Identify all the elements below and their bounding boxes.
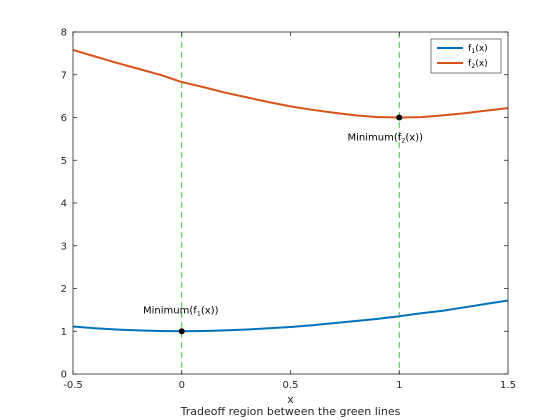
legend-label-0-rest: (x) (475, 44, 487, 54)
legend-box (430, 38, 502, 74)
minimum-point-0 (178, 328, 185, 335)
x-tick-label-1: 0 (179, 380, 185, 391)
legend-label-1-subscript: 2 (471, 62, 475, 70)
annotations-layer: Minimum(f1(x))Minimum(f2(x)) (143, 133, 423, 318)
y-tick-label-7: 7 (61, 70, 67, 81)
legend-label-1: f2(x) (468, 59, 488, 70)
annotation-minimum-f2: Minimum(f2(x)) (347, 133, 423, 145)
y-tick-label-2: 2 (61, 284, 67, 295)
annotation-minimum-f1-subscript: 1 (197, 309, 201, 317)
y-tick-label-8: 8 (61, 28, 67, 39)
x-tick-label-4: 1.5 (500, 380, 516, 391)
legend-label-1-base: f (468, 59, 472, 69)
series-line-f2x (72, 48, 509, 119)
x-axis-label: x (287, 393, 294, 406)
series-layer (72, 48, 509, 333)
legend-label-0: f1(x) (468, 44, 488, 55)
annotation-minimum-f1-rest: (x)) (201, 305, 219, 316)
minimum-point-1 (396, 114, 403, 121)
x-axis-secondary-label: Tradeoff region between the green lines (180, 405, 401, 418)
legend-label-0-subscript: 1 (471, 47, 475, 55)
series-line-f1x (72, 299, 509, 333)
annotation-minimum-f2-subscript: 2 (401, 137, 405, 145)
points-layer (178, 114, 403, 335)
x-tick-label-2: 0.5 (283, 380, 299, 391)
x-axis: -0.5 0 0.5 1 1.5 (63, 32, 516, 391)
annotation-minimum-f2-rest: (x)) (405, 133, 423, 144)
y-tick-label-3: 3 (61, 241, 67, 252)
y-axis: 0 1 2 3 4 5 6 7 8 (61, 28, 508, 381)
legend-label-0-base: f (468, 44, 472, 54)
x-tick-label-3: 1 (396, 380, 402, 391)
annotation-minimum-f1: Minimum(f1(x)) (143, 305, 219, 317)
annotation-minimum-f1-base: Minimum(f (143, 305, 197, 316)
annotation-minimum-f2-base: Minimum(f (347, 133, 401, 144)
y-tick-label-0: 0 (61, 370, 67, 381)
legend: f1(x)f2(x) (430, 38, 502, 74)
y-tick-label-6: 6 (61, 113, 67, 124)
y-tick-label-5: 5 (61, 156, 67, 167)
y-tick-label-4: 4 (61, 199, 67, 210)
x-tick-label-0: -0.5 (63, 380, 83, 391)
legend-label-1-rest: (x) (475, 59, 487, 69)
y-tick-label-1: 1 (61, 327, 67, 338)
